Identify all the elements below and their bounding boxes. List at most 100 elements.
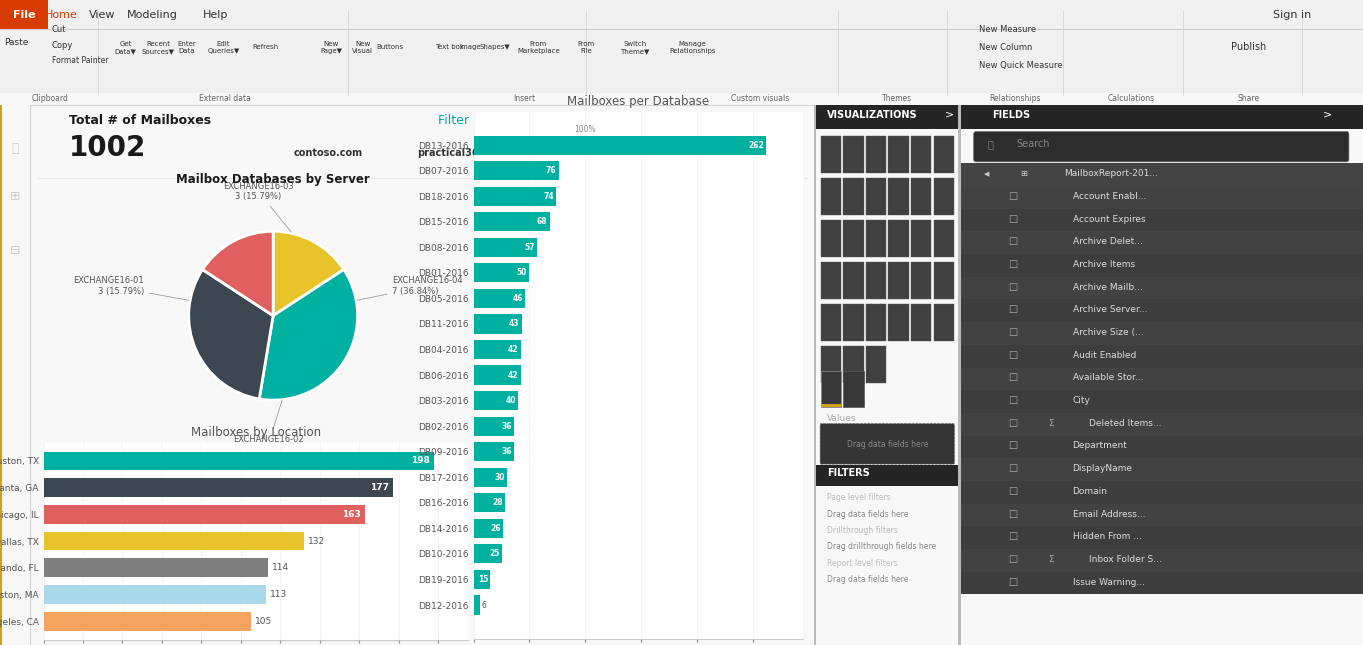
Bar	[821, 263, 841, 299]
Text: Hidden From ...: Hidden From ...	[1073, 532, 1141, 541]
Text: □: □	[1009, 259, 1017, 269]
Bar	[844, 178, 864, 215]
Text: Modeling: Modeling	[127, 10, 179, 20]
Text: 198: 198	[412, 457, 431, 465]
Text: Refresh: Refresh	[252, 45, 279, 50]
Bar	[910, 178, 931, 215]
Text: Domain: Domain	[1073, 487, 1108, 496]
Text: □: □	[1009, 418, 1017, 428]
Text: □: □	[1009, 372, 1017, 382]
FancyBboxPatch shape	[821, 424, 954, 464]
Bar	[844, 346, 864, 383]
Bar	[866, 136, 886, 173]
Text: Help: Help	[203, 10, 228, 20]
Text: Account Enabl...: Account Enabl...	[1073, 192, 1146, 201]
Bar	[960, 186, 1363, 209]
Text: Values: Values	[826, 414, 856, 423]
Text: Search: Search	[1015, 139, 1050, 149]
Text: contoso.com: contoso.com	[294, 148, 363, 159]
Text: >: >	[945, 110, 954, 119]
Text: Drag drillthrough fields here: Drag drillthrough fields here	[826, 542, 936, 551]
Text: EXCHANGE16-01
3 (15.79%): EXCHANGE16-01 3 (15.79%)	[74, 276, 189, 301]
Text: EXCHANGE16-02
6 (31.58%): EXCHANGE16-02 6 (31.58%)	[233, 400, 304, 455]
Text: Total # of Mailboxes: Total # of Mailboxes	[70, 114, 211, 127]
Bar	[889, 178, 909, 215]
Text: 26: 26	[489, 524, 500, 533]
Bar	[960, 163, 1363, 186]
Bar	[0, 105, 3, 645]
Text: ⊞: ⊞	[1020, 170, 1028, 179]
Bar	[821, 404, 841, 408]
Text: Home: Home	[45, 10, 78, 20]
Text: 132: 132	[308, 537, 324, 546]
Bar	[960, 571, 1363, 594]
Text: Drillthrough filters: Drillthrough filters	[826, 526, 897, 535]
Text: FIELDS: FIELDS	[992, 110, 1030, 119]
Text: Filter by Domain: Filter by Domain	[439, 114, 541, 127]
Text: Format Painter: Format Painter	[52, 57, 109, 66]
Bar	[934, 220, 954, 257]
Text: Buttons: Buttons	[376, 45, 403, 50]
Text: □: □	[1009, 237, 1017, 246]
Text: 43: 43	[508, 319, 519, 328]
Wedge shape	[203, 232, 273, 315]
Bar	[934, 136, 954, 173]
Text: Edit
Queries▼: Edit Queries▼	[207, 41, 240, 54]
Text: Σ: Σ	[1048, 555, 1054, 564]
Bar	[960, 277, 1363, 299]
Text: 42: 42	[508, 345, 518, 354]
Text: Audit Enabled: Audit Enabled	[1073, 351, 1135, 360]
Text: City: City	[1073, 396, 1090, 405]
Text: New Measure: New Measure	[979, 25, 1036, 34]
Text: 36: 36	[502, 447, 511, 456]
Bar	[821, 220, 841, 257]
Bar	[821, 136, 841, 173]
Text: Enter
Data: Enter Data	[177, 41, 196, 54]
Text: Department: Department	[1073, 441, 1127, 450]
Text: Page level filters: Page level filters	[826, 493, 890, 502]
Text: Sign in: Sign in	[1273, 10, 1311, 20]
Text: 1002: 1002	[70, 134, 147, 163]
Bar	[0, 0, 48, 30]
Text: Σ: Σ	[1048, 419, 1054, 428]
Wedge shape	[188, 270, 273, 399]
Text: Archive Server...: Archive Server...	[1073, 306, 1148, 315]
Bar	[844, 371, 864, 408]
Text: Drag data fields here: Drag data fields here	[846, 440, 928, 449]
Bar	[473, 314, 522, 333]
Text: 57: 57	[525, 243, 536, 252]
Bar	[473, 570, 491, 589]
Text: □: □	[1009, 531, 1017, 541]
Text: 100%: 100%	[575, 124, 596, 134]
Bar	[44, 478, 393, 497]
Wedge shape	[273, 232, 343, 315]
Bar	[910, 136, 931, 173]
Text: ⊟: ⊟	[10, 244, 20, 257]
Text: External data: External data	[199, 94, 251, 103]
Bar	[960, 232, 1363, 254]
Text: 46: 46	[512, 294, 523, 303]
Text: MailboxReport-201...: MailboxReport-201...	[1065, 170, 1159, 179]
Bar	[889, 304, 909, 341]
Bar	[473, 595, 480, 615]
Text: xyz.com: xyz.com	[557, 148, 601, 159]
Text: Calculations: Calculations	[1108, 94, 1154, 103]
Text: 163: 163	[342, 510, 361, 519]
Text: New
Page▼: New Page▼	[320, 41, 342, 54]
Text: Email Address...: Email Address...	[1073, 510, 1145, 519]
Text: □: □	[1009, 282, 1017, 292]
Bar	[960, 435, 1363, 458]
Bar	[815, 465, 960, 486]
Text: Insert: Insert	[514, 94, 536, 103]
Title: Mailboxes by Location: Mailboxes by Location	[191, 426, 320, 439]
Bar	[473, 442, 514, 461]
Text: EXCHANGE16-03
3 (15.79%): EXCHANGE16-03 3 (15.79%)	[224, 182, 293, 232]
Text: From
Marketplace: From Marketplace	[517, 41, 560, 54]
Text: Get
Data▼: Get Data▼	[114, 41, 136, 54]
Bar	[473, 263, 529, 283]
Bar	[934, 304, 954, 341]
Text: Deleted Items...: Deleted Items...	[1089, 419, 1161, 428]
Bar	[44, 612, 251, 631]
Text: 6: 6	[481, 600, 487, 610]
Text: □: □	[1009, 441, 1017, 450]
